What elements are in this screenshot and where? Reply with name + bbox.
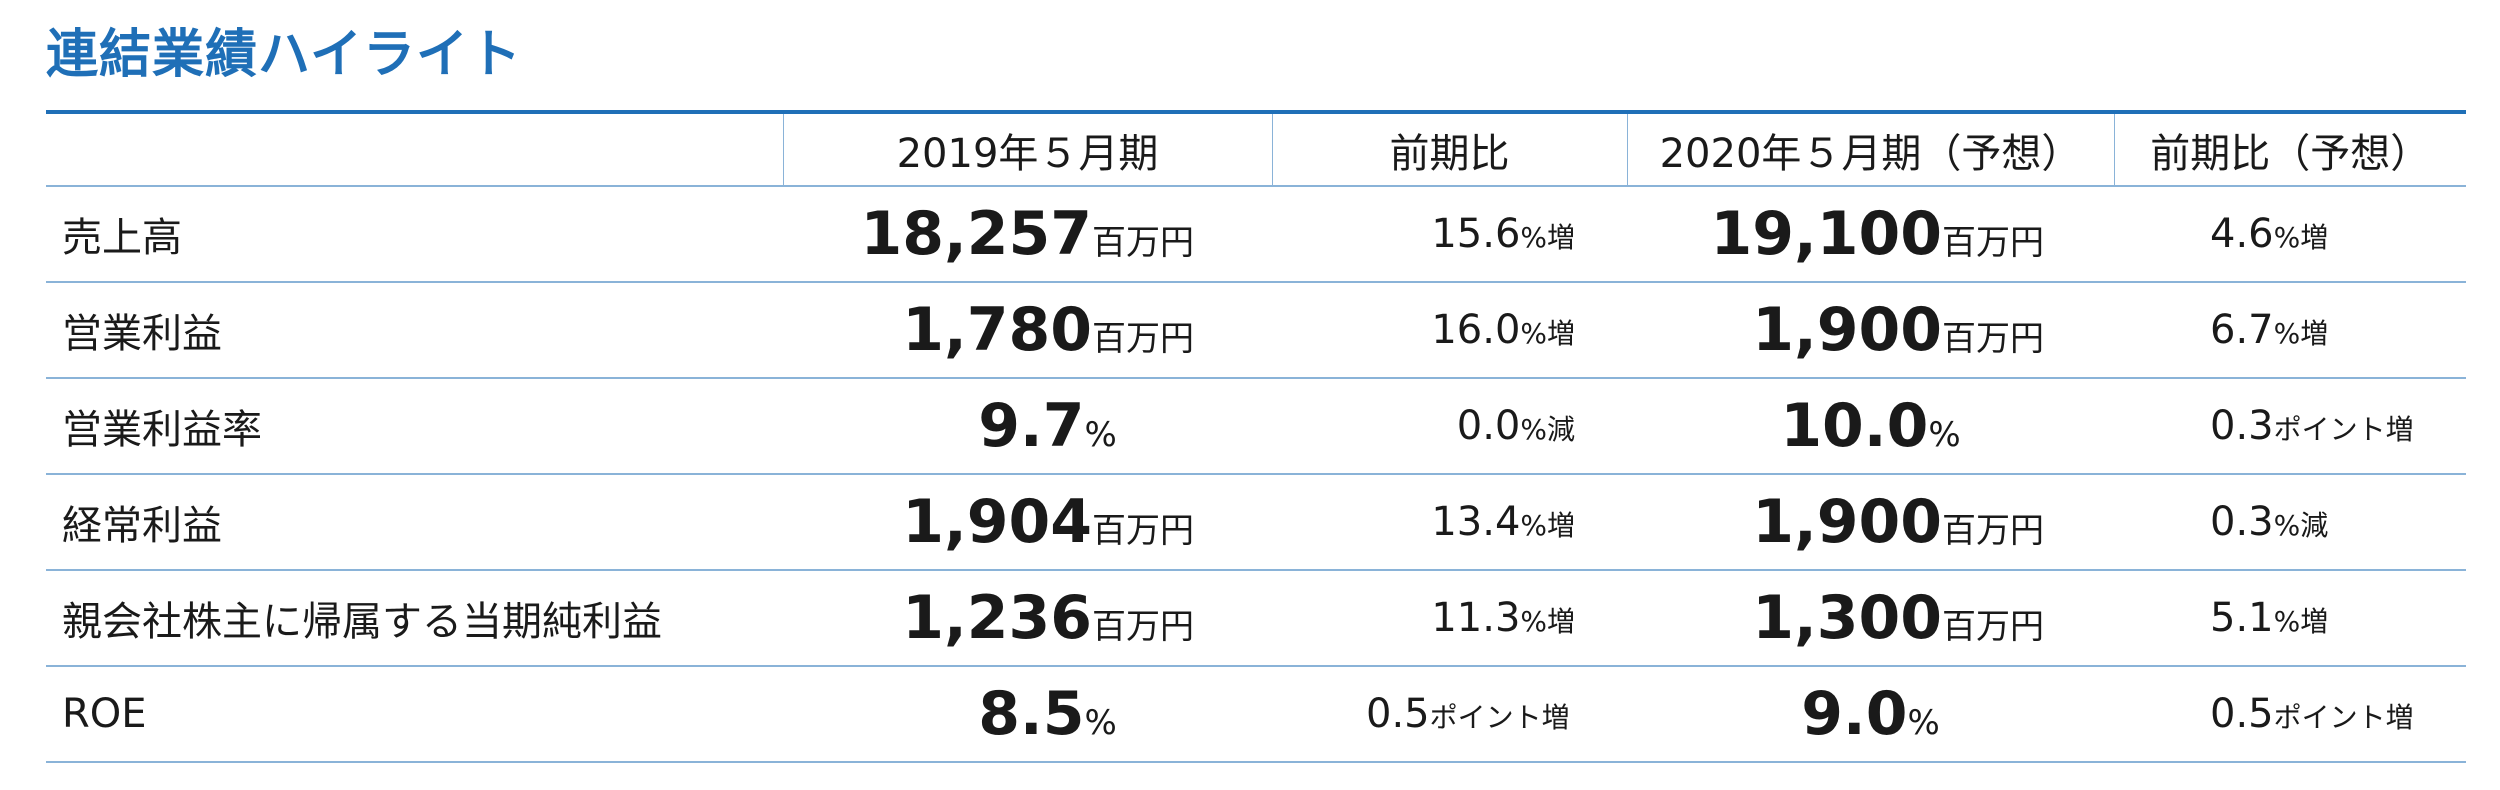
- fy2020-value: 1,900百万円: [1627, 282, 2114, 379]
- yoy-change: 13.4%増: [1272, 474, 1627, 571]
- highlights-table: 2019年５月期 前期比 2020年５月期（予想） 前期比（予想） 売上高 18…: [46, 110, 2466, 763]
- fy2020-value: 19,100百万円: [1627, 186, 2114, 283]
- fy2019-value: 1,236百万円: [783, 570, 1272, 667]
- table-row: 営業利益率 9.7% 0.0%減 10.0% 0.3ポイント増: [46, 378, 2466, 475]
- header-yoy: 前期比: [1271, 110, 1627, 187]
- fy2019-value: 1,780百万円: [783, 282, 1272, 379]
- header-yoy-forecast: 前期比（予想）: [2113, 110, 2466, 187]
- table-row: 経常利益 1,904百万円 13.4%増 1,900百万円 0.3%減: [46, 474, 2466, 571]
- fy2020-value: 9.0%: [1627, 666, 2114, 763]
- header-fy2020-forecast: 2020年５月期（予想）: [1626, 110, 2114, 187]
- page-title: 連結業績ハイライト: [46, 25, 522, 85]
- fy2019-value: 18,257百万円: [783, 186, 1272, 283]
- table-row: 営業利益 1,780百万円 16.0%増 1,900百万円 6.7%増: [46, 282, 2466, 379]
- fy2020-value: 1,300百万円: [1627, 570, 2114, 667]
- table-row: 親会社株主に帰属する当期純利益 1,236百万円 11.3%増 1,300百万円…: [46, 570, 2466, 667]
- yoy-change: 16.0%増: [1272, 282, 1627, 379]
- yoy-change: 11.3%増: [1272, 570, 1627, 667]
- yoy-forecast-change: 0.3%減: [2114, 474, 2466, 571]
- yoy-change: 15.6%増: [1272, 186, 1627, 283]
- row-label: 売上高: [46, 186, 783, 283]
- yoy-forecast-change: 0.5ポイント増: [2114, 666, 2466, 763]
- header-blank: [46, 110, 783, 187]
- row-label: ROE: [46, 666, 783, 763]
- row-label: 経常利益: [46, 474, 783, 571]
- row-label: 親会社株主に帰属する当期純利益: [46, 570, 783, 667]
- fy2019-value: 9.7%: [783, 378, 1272, 475]
- yoy-change: 0.0%減: [1272, 378, 1627, 475]
- fy2020-value: 10.0%: [1627, 378, 2114, 475]
- row-label: 営業利益: [46, 282, 783, 379]
- fy2020-value: 1,900百万円: [1627, 474, 2114, 571]
- row-label: 営業利益率: [46, 378, 783, 475]
- yoy-forecast-change: 4.6%増: [2114, 186, 2466, 283]
- yoy-forecast-change: 6.7%増: [2114, 282, 2466, 379]
- yoy-forecast-change: 0.3ポイント増: [2114, 378, 2466, 475]
- header-fy2019: 2019年５月期: [782, 110, 1272, 187]
- table-header-row: 2019年５月期 前期比 2020年５月期（予想） 前期比（予想）: [46, 110, 2466, 187]
- yoy-forecast-change: 5.1%増: [2114, 570, 2466, 667]
- table-row: ROE 8.5% 0.5ポイント増 9.0% 0.5ポイント増: [46, 666, 2466, 763]
- yoy-change: 0.5ポイント増: [1272, 666, 1627, 763]
- fy2019-value: 1,904百万円: [783, 474, 1272, 571]
- fy2019-value: 8.5%: [783, 666, 1272, 763]
- table-row: 売上高 18,257百万円 15.6%増 19,100百万円 4.6%増: [46, 186, 2466, 283]
